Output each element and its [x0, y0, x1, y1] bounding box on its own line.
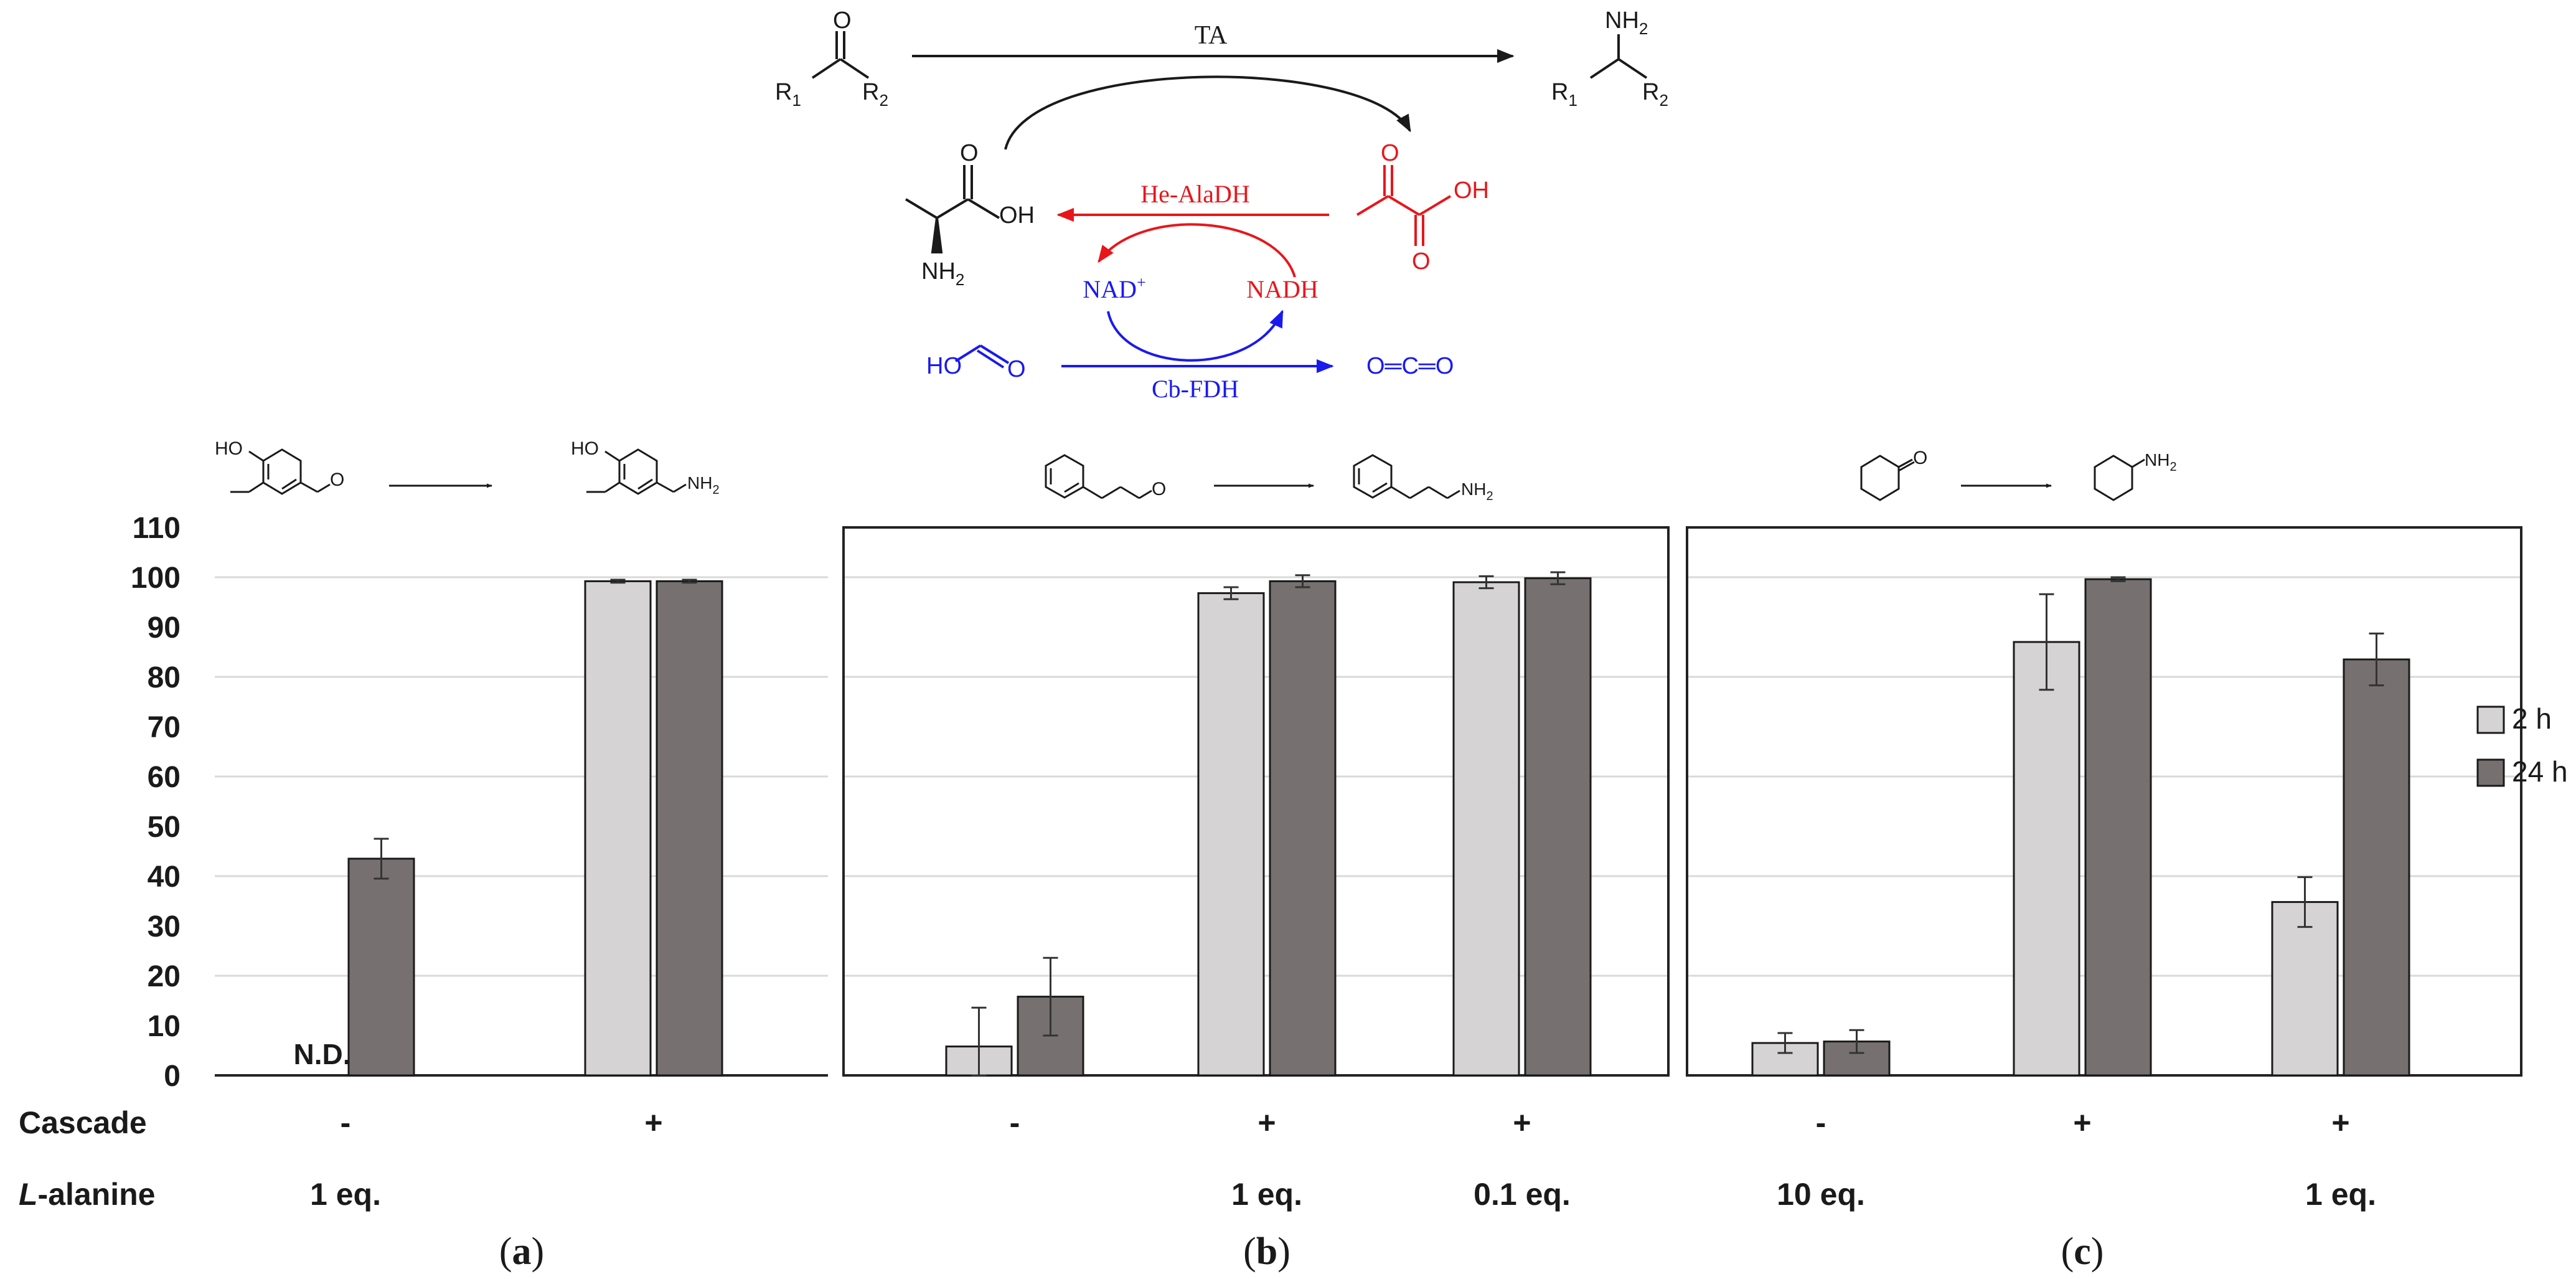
- reaction-a-product-ho: HO: [571, 438, 599, 459]
- bar-a-1-24h: [347, 857, 415, 1077]
- ketone-r1: R1: [775, 79, 801, 110]
- cascade-value-a: -: [341, 1105, 351, 1140]
- bar-b-3-2h: [1452, 581, 1520, 1077]
- amine-nh2: NH2: [1605, 7, 1648, 38]
- nad-to-nadh-curve: [1107, 309, 1284, 362]
- alanine-structure: [905, 165, 1000, 253]
- formate-ho: HO: [926, 353, 962, 379]
- alanine-value-a: 1 eq.: [310, 1177, 381, 1212]
- reaction-c-substrate-o: O: [1913, 448, 1927, 468]
- bar-b-2-24h: [1269, 580, 1337, 1077]
- nadh-to-nad-curve: [1098, 223, 1296, 278]
- alanine-value-c: 1 eq.: [2305, 1177, 2376, 1212]
- y-tick-label: 100: [131, 562, 181, 595]
- bar-c-3-2h: [2271, 901, 2339, 1077]
- ketone-oxygen: O: [833, 7, 852, 34]
- y-tick-label: 80: [148, 661, 181, 694]
- reaction-c-product-nh2: NH2: [2145, 450, 2177, 474]
- amine-structure: [1589, 34, 1648, 79]
- panel-caption-c: (c): [2061, 1230, 2104, 1273]
- bar-chart: 0 10 20 30 40 50 60 70 80 90 100 110 N.D. - 1 eq. + (a) -…: [131, 512, 2568, 1273]
- bar-c-2-2h: [2013, 641, 2080, 1077]
- formate-structure: [954, 344, 1010, 369]
- reaction-b-product-nh2: NH2: [1461, 479, 1493, 503]
- amine-r1: R1: [1551, 79, 1577, 110]
- row-label-cascade: Cascade: [19, 1105, 147, 1140]
- reaction-a: [230, 448, 687, 495]
- ketone-r2: R2: [862, 79, 888, 110]
- co2: O═C═O: [1366, 353, 1454, 379]
- bar-a-2-2h: [584, 580, 652, 1077]
- row-label-alanine: L-alanine: [19, 1177, 156, 1212]
- legend-label-24h: 24 h: [2512, 755, 2568, 788]
- y-tick-label: 70: [148, 711, 181, 744]
- panel-caption-a: (a): [499, 1230, 544, 1273]
- alanine-carbonyl-o: O: [960, 140, 979, 166]
- legend-label-2h: 2 h: [2512, 702, 2552, 735]
- y-tick-label: 10: [148, 1010, 181, 1043]
- pyruvate-o: O: [1412, 248, 1431, 275]
- reaction-a-substrate-ho: HO: [215, 438, 243, 459]
- reaction-c: [1860, 455, 2145, 501]
- y-tick-label: 90: [148, 611, 181, 644]
- y-tick-label: 110: [133, 512, 181, 545]
- cascade-value-a: +: [644, 1105, 662, 1140]
- legend-swatch-2h: [2476, 706, 2505, 734]
- y-tick-label: 20: [148, 960, 181, 993]
- reaction-a-product-nh2: NH2: [687, 473, 720, 497]
- formate-o: O: [1007, 356, 1026, 382]
- cascade-value-b: +: [1257, 1105, 1276, 1140]
- alanine-oh: OH: [999, 202, 1035, 229]
- y-tick-label: 0: [164, 1060, 181, 1093]
- bar-c-2-24h: [2084, 578, 2152, 1077]
- bar-c-3-24h: [2343, 658, 2410, 1077]
- cascade-value-b: -: [1010, 1105, 1020, 1140]
- panel-caption-b: (b): [1243, 1230, 1290, 1273]
- nad-label: NAD+: [1083, 273, 1145, 303]
- ta-label: TA: [1195, 21, 1228, 50]
- legend-swatch-24h: [2476, 758, 2505, 787]
- transamination-curve-arrow: [1004, 75, 1411, 150]
- bar-b-3-24h: [1524, 577, 1592, 1077]
- aladh-label: He-AlaDH: [1140, 180, 1250, 208]
- reaction-b: [1045, 454, 1460, 499]
- alanine-value-b: 1 eq.: [1231, 1177, 1302, 1212]
- y-tick-label: 30: [148, 910, 181, 943]
- cascade-value-c: -: [1816, 1105, 1826, 1140]
- bar-a-2-24h: [656, 580, 723, 1077]
- alanine-value-b: 0.1 eq.: [1474, 1177, 1571, 1212]
- amine-r2: R2: [1642, 79, 1668, 110]
- fdh-label: Cb-FDH: [1152, 375, 1239, 403]
- reaction-scheme: O R1 R2 TA NH2 R1 R2 O OH NH2 He: [775, 7, 1668, 403]
- cascade-value-b: +: [1513, 1105, 1531, 1140]
- reaction-a-substrate-o: O: [330, 470, 344, 490]
- y-tick-label: 40: [148, 861, 181, 894]
- alanine-nh2: NH2: [921, 258, 964, 289]
- nadh-label: NADH: [1246, 275, 1319, 303]
- bar-b-2-2h: [1197, 592, 1265, 1077]
- pyruvate-structure: [1356, 165, 1452, 246]
- alanine-value-c: 10 eq.: [1777, 1177, 1865, 1212]
- pyruvate-oh: OH: [1454, 177, 1489, 204]
- y-tick-label: 60: [148, 761, 181, 794]
- cascade-value-c: +: [2331, 1105, 2349, 1140]
- y-tick-label: 50: [148, 811, 181, 844]
- reaction-b-substrate-o: O: [1152, 479, 1166, 499]
- ketone-structure: [811, 31, 870, 79]
- pyruvate-keto-o: O: [1381, 140, 1399, 166]
- not-detected-label: N.D.: [294, 1038, 351, 1070]
- cascade-value-c: +: [2073, 1105, 2091, 1140]
